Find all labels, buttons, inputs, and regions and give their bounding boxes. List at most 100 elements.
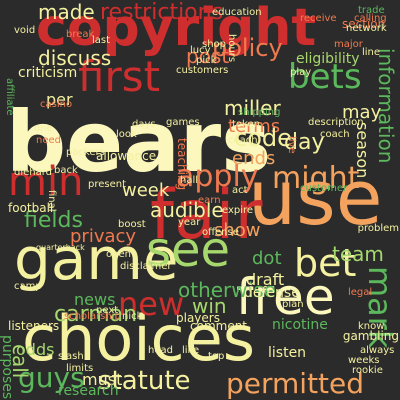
cloud-word: head [148,345,173,356]
cloud-word: discuss [38,46,112,70]
cloud-word: ends [232,148,276,169]
cloud-word: post [186,44,230,68]
cloud-word: terms [228,116,281,137]
cloud-word: made [38,0,95,24]
cloud-word: statute [98,366,191,396]
cloud-word: bets [288,57,362,97]
cloud-word: permitted [226,367,365,400]
cloud-word: season [353,122,372,179]
cloud-word: odds [16,340,55,359]
cloud-word: limits [66,363,94,374]
cloud-word: guys [18,361,85,394]
cloud-word: players [176,311,220,325]
cloud-word: code [234,124,292,152]
cloud-word: carman [54,302,138,327]
cloud-word: lucy [190,45,211,56]
cloud-word: allowance [96,149,157,163]
cloud-word: disclaimer [120,261,172,272]
cloud-word: copyright [36,0,317,58]
cloud-word: offense [202,227,239,238]
cloud-word: diehard [14,167,53,178]
cloud-word: shop [202,39,227,50]
cloud-word: receive [300,13,337,24]
cloud-word: act [232,185,248,196]
cloud-word: eligibility [296,51,360,67]
cloud-word: free [236,268,335,326]
cloud-word: per [46,90,73,109]
cloud-word: trade [358,5,385,16]
cloud-word: defense [244,285,300,301]
cloud-word: rookie [352,365,383,376]
cloud-word: days [132,119,156,130]
cloud-word: play [290,67,312,78]
cloud-word: problem [357,223,399,234]
cloud-word: like [182,345,200,356]
cloud-word: game [14,225,179,293]
cloud-word: weeks [348,355,380,366]
cloud-word: camp [14,281,42,292]
cloud-word: criticism [18,65,78,81]
cloud-word: always [360,345,395,356]
cloud-word: slash [58,351,84,362]
cloud-word: comment [190,319,248,333]
cloud-word: miller [224,96,281,120]
cloud-word: packers [66,147,105,158]
cloud-word: news [74,290,116,309]
cloud-word: fields [24,208,83,233]
cloud-word: education [212,7,262,18]
cloud-word: know [358,321,385,332]
cloud-word: draft [246,270,285,289]
cloud-word: open [106,249,131,260]
cloud-word: legal [348,287,373,298]
cloud-word: must [82,370,123,389]
cloud-word: apply [176,159,259,194]
cloud-word: listen [268,345,307,361]
cloud-word: network [346,23,387,34]
cloud-word: pick [196,55,217,66]
cloud-word: quarterback [36,243,85,252]
cloud-word: casino [40,99,73,110]
cloud-word: live [286,136,297,154]
cloud-word: choices [22,302,256,375]
cloud-word: first [78,52,161,101]
cloud-word: year [178,217,201,228]
cloud-word: coach [320,129,350,140]
cloud-word: earn [198,195,221,206]
cloud-word: football [8,201,54,215]
cloud-word: new [118,285,185,323]
cloud-word: break [66,29,95,40]
cloud-word: top [208,351,225,362]
cloud-word: privacy [70,226,137,247]
cloud-word: bears [6,93,272,191]
cloud-word: games [166,117,200,128]
cloud-word: next [96,305,119,316]
cloud-word: hours [226,34,237,63]
cloud-word: hall [180,175,199,186]
cloud-word: plan [282,299,304,310]
cloud-word: might [272,161,360,196]
cloud-word: see [146,222,231,278]
cloud-word: may [342,102,382,123]
cloud-word: audible [150,198,224,222]
cloud-word: expire [222,205,254,216]
cloud-word: min [8,159,84,205]
cloud-word: win [192,294,227,318]
cloud-word: back [54,165,78,176]
cloud-word: boost [118,219,146,230]
cloud-word: last [92,35,111,46]
cloud-word: day [284,130,325,155]
cloud-word: fair [150,176,263,255]
cloud-word: nicotine [272,317,328,333]
cloud-word: void [14,25,36,36]
cloud-word: scholarship [64,311,121,322]
cloud-word: gambling [342,329,399,343]
cloud-word: restrictions [100,0,224,25]
cloud-word: coach [228,135,258,146]
cloud-word: purposes [0,334,15,399]
cloud-word: major [334,39,363,50]
cloud-word: policy [212,34,283,62]
cloud-word: affiliate [4,78,15,116]
cloud-word: week [122,180,170,201]
cloud-word: dot [252,248,282,269]
